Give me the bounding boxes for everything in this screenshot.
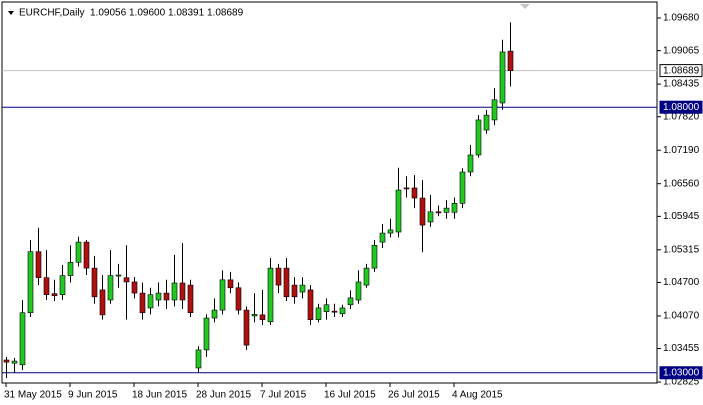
header-low: 1.08391	[168, 8, 205, 19]
y-tick-label: 1.07190	[663, 145, 700, 156]
candle-body	[371, 244, 378, 269]
y-tick-label: 1.09680	[663, 13, 700, 24]
candle-body	[243, 309, 250, 346]
x-tick-label: 28 Jun 2015	[196, 390, 251, 401]
header-open: 1.09056	[90, 8, 127, 19]
y-tick-label: 1.02825	[663, 377, 700, 388]
candle-body	[339, 307, 346, 315]
candle-body	[499, 51, 506, 104]
candle-body	[307, 289, 314, 320]
level-label: 1.08689	[663, 65, 700, 76]
candle-body	[387, 229, 394, 234]
x-tick-label: 4 Aug 2015	[452, 390, 503, 401]
candle-body	[155, 292, 162, 301]
candle-body	[139, 292, 146, 314]
candle-body	[251, 314, 258, 317]
candle-body	[171, 282, 178, 301]
candle-body	[259, 314, 266, 320]
y-tick-label: 1.09065	[663, 45, 700, 56]
level-label: 1.08000	[663, 102, 700, 113]
level-label-box	[659, 100, 703, 114]
y-tick-label: 1.05945	[663, 211, 700, 222]
candle-body	[219, 279, 226, 311]
candle-body	[483, 114, 490, 131]
candle-body	[203, 317, 210, 351]
x-tick-label: 16 Jul 2015	[324, 390, 376, 401]
candle-body	[147, 294, 154, 309]
candle-body	[315, 307, 322, 320]
candle-body	[123, 277, 130, 283]
header-close: 1.08689	[207, 8, 244, 19]
candle-body	[51, 293, 58, 297]
level-label-box	[659, 64, 703, 78]
candle-body	[163, 292, 170, 301]
x-tick-label: 26 Jul 2015	[388, 390, 440, 401]
candle-body	[3, 359, 10, 363]
candle-body	[475, 119, 482, 156]
candle-body	[35, 251, 42, 278]
candle-body	[411, 187, 418, 199]
y-tick-label: 1.08435	[663, 79, 700, 90]
candle-body	[467, 154, 474, 173]
candle-body	[11, 360, 18, 364]
candle-body	[427, 211, 434, 223]
shift-marker	[520, 4, 530, 9]
x-tick-label: 31 May 2015	[4, 390, 62, 401]
candle-body	[299, 284, 306, 293]
candle-body	[59, 275, 66, 295]
candle-body	[27, 251, 34, 314]
candle-body	[83, 241, 90, 269]
candle-body	[451, 203, 458, 213]
x-tick-label: 18 Jun 2015	[132, 390, 187, 401]
candle-body	[131, 281, 138, 294]
candle-body	[227, 279, 234, 289]
x-tick-label: 7 Jul 2015	[260, 390, 307, 401]
y-tick-label: 1.07820	[663, 111, 700, 122]
candle-body	[211, 309, 218, 319]
y-tick-label: 1.04700	[663, 277, 700, 288]
candle-body	[75, 241, 82, 263]
candle-body	[235, 287, 242, 311]
candle-body	[507, 50, 514, 71]
menu-arrow	[8, 11, 14, 15]
candle-body	[379, 232, 386, 243]
candle-body	[459, 171, 466, 204]
candle-body	[107, 275, 114, 301]
candle-body	[91, 267, 98, 298]
x-tick-label: 9 Jun 2015	[68, 390, 118, 401]
candle-body	[195, 349, 202, 369]
y-tick-label: 1.04070	[663, 311, 700, 322]
candle-body	[43, 277, 50, 295]
plot-frame	[1, 1, 658, 384]
candle-body	[283, 267, 290, 298]
candle-body	[187, 284, 194, 314]
level-label: 1.03000	[663, 367, 700, 378]
candle-body	[179, 282, 186, 301]
header-high: 1.09600	[129, 8, 166, 19]
candle-body	[19, 312, 26, 366]
candle-body	[291, 284, 298, 298]
y-tick-label: 1.05315	[663, 244, 700, 255]
candle-body	[267, 267, 274, 323]
candle-body	[67, 261, 74, 276]
candle-body	[115, 274, 122, 277]
candle-body	[491, 99, 498, 121]
y-tick-label: 1.06560	[663, 178, 700, 189]
candle-body	[347, 297, 354, 306]
candle-body	[363, 267, 370, 286]
y-tick-label: 1.03455	[663, 343, 700, 354]
symbol: EURCHF,Daily	[19, 8, 85, 19]
candle-body	[99, 289, 106, 316]
candle-body	[331, 310, 338, 313]
candle-body	[403, 187, 410, 190]
candle-body	[395, 189, 402, 233]
candle-body	[355, 281, 362, 301]
candle-body	[435, 211, 442, 214]
candle-body	[323, 304, 330, 312]
candle-body	[275, 267, 282, 286]
candle-body	[443, 207, 450, 213]
candle-body	[419, 197, 426, 226]
level-label-box	[659, 366, 703, 380]
